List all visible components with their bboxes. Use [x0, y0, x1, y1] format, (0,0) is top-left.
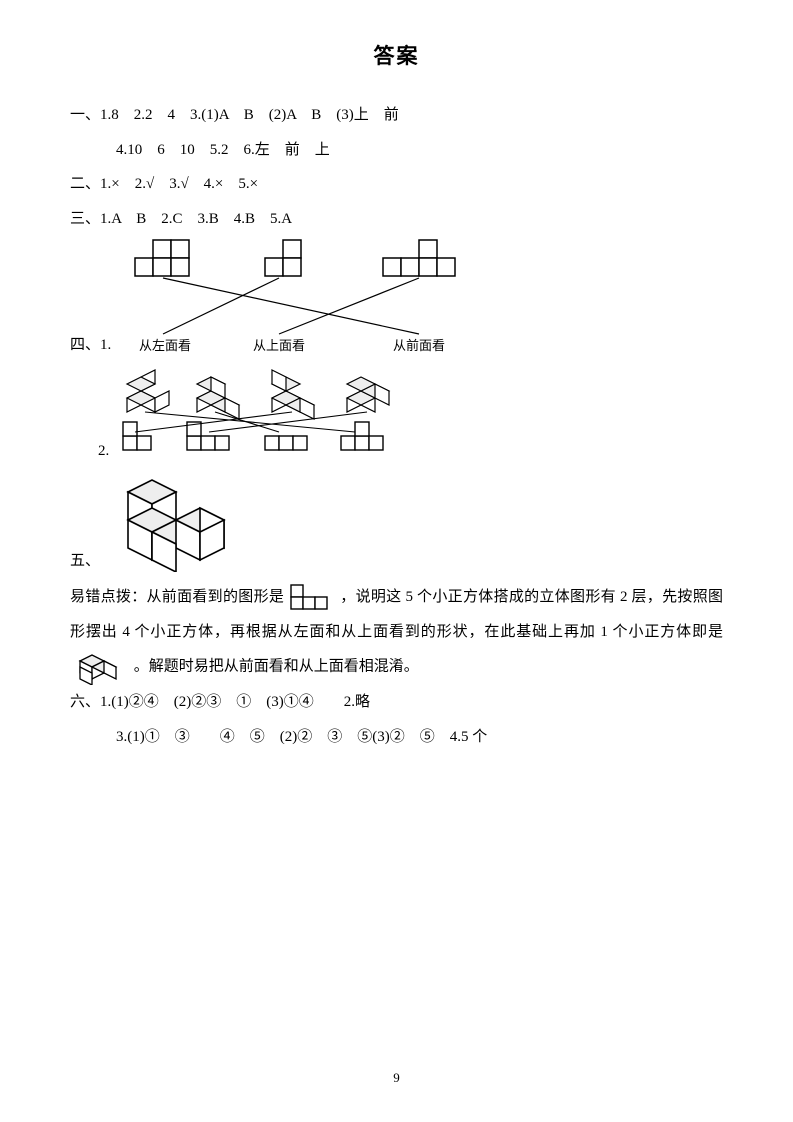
answer-line-1: 一、1.8 2.2 4 3.(1)A B (2)A B (3)上 前	[70, 98, 723, 133]
inline-shape-1	[290, 584, 334, 612]
label-front: 从前面看	[393, 338, 445, 353]
page-number: 9	[0, 1070, 793, 1086]
inline-shape-2	[72, 649, 128, 685]
tip-paragraph: 易错点拨：从前面看到的图形是 ，说明这 5 个小正方体搭成的立体图形有 2 层，…	[70, 580, 723, 685]
answer-line-4: 三、1.A B 2.C 3.B 4.B 5.A	[70, 202, 723, 237]
figure-5	[108, 472, 248, 572]
label-left: 从左面看	[139, 338, 191, 353]
section-5-label: 五、	[70, 549, 100, 572]
figure-4-2	[117, 362, 427, 462]
section-4-1-label: 四、1.	[70, 333, 111, 356]
label-top: 从上面看	[253, 338, 305, 353]
answer-line-3: 二、1.× 2.√ 3.√ 4.× 5.×	[70, 167, 723, 202]
answer-line-7: 3.(1)① ③ ④ ⑤ (2)② ③ ⑤(3)② ⑤ 4.5 个	[70, 720, 723, 755]
tip-text-3: 。解题时易把从前面看和从上面看相混淆。	[134, 658, 419, 674]
page-title: 答案	[70, 40, 723, 70]
figure-4-1: 从左面看 从上面看 从前面看	[119, 236, 519, 356]
answer-line-2: 4.10 6 10 5.2 6.左 前 上	[70, 133, 723, 168]
section-4-2-label: 2.	[70, 443, 109, 462]
answer-line-6: 六、1.(1)②④ (2)②③ ① (3)①④ 2.略	[70, 685, 723, 720]
tip-text-1: 易错点拨：从前面看到的图形是	[70, 589, 284, 605]
